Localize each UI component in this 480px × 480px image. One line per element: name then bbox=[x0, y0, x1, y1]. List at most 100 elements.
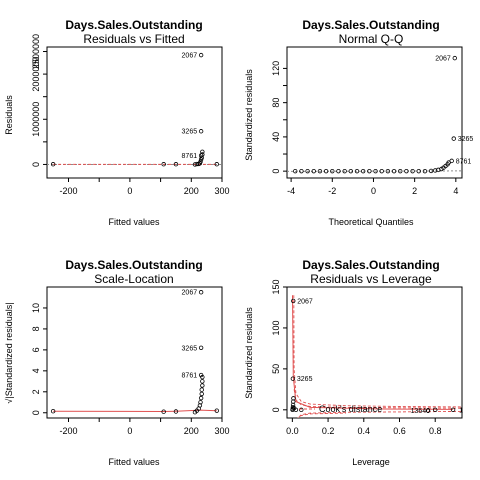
chart-title: Days.Sales.Outstanding bbox=[65, 258, 202, 272]
y-tick-label: 10 bbox=[31, 303, 41, 313]
y-tick-label: 80 bbox=[271, 98, 281, 108]
data-point bbox=[391, 168, 397, 174]
y-tick-label: 120 bbox=[271, 61, 281, 76]
data-point bbox=[293, 407, 299, 413]
point-label: 8761 bbox=[456, 158, 472, 165]
data-point bbox=[422, 168, 428, 174]
data-point bbox=[452, 55, 457, 61]
point-label: 1 bbox=[459, 407, 463, 414]
data-point bbox=[360, 168, 366, 174]
x-tick-label: -200 bbox=[59, 186, 77, 196]
y-tick-label: 0 bbox=[271, 169, 281, 174]
data-point bbox=[198, 129, 204, 134]
plot-frame bbox=[46, 46, 223, 179]
y-axis-label: Residuals bbox=[4, 95, 14, 135]
x-axis-label: Theoretical Quantiles bbox=[328, 217, 414, 227]
chart-title: Days.Sales.Outstanding bbox=[65, 18, 202, 32]
data-point bbox=[379, 168, 384, 174]
data-point bbox=[214, 162, 219, 167]
trend-line bbox=[292, 295, 454, 410]
data-point bbox=[323, 168, 329, 174]
x-tick-label: -2 bbox=[328, 186, 336, 196]
y-tick-label: 8 bbox=[31, 326, 41, 331]
data-point bbox=[330, 168, 335, 174]
x-tick-label: -4 bbox=[287, 186, 295, 196]
data-point bbox=[367, 168, 372, 174]
data-point bbox=[354, 168, 360, 174]
data-point bbox=[198, 372, 204, 378]
x-tick-label: 0.4 bbox=[358, 426, 371, 436]
data-point bbox=[433, 407, 438, 413]
x-tick-label: 200 bbox=[184, 186, 199, 196]
plot-frame bbox=[46, 286, 223, 419]
y-tick-label: 1000000 bbox=[31, 102, 41, 137]
x-tick-label: 0 bbox=[371, 186, 376, 196]
data-point bbox=[404, 168, 409, 174]
point-label: 3265 bbox=[297, 376, 313, 383]
data-point bbox=[336, 168, 341, 174]
plot-frame bbox=[286, 46, 463, 179]
x-axis-label: Fitted values bbox=[108, 457, 160, 467]
x-tick-label: 200 bbox=[184, 426, 199, 436]
x-tick-label: 0.0 bbox=[286, 426, 299, 436]
y-tick-label: 6 bbox=[31, 347, 41, 352]
y-tick-label: 0 bbox=[31, 162, 41, 167]
x-tick-label: 0 bbox=[127, 426, 132, 436]
y-axis-label: Standardized residuals bbox=[244, 307, 254, 399]
point-label: 8761 bbox=[182, 153, 198, 160]
chart-subtitle: Residuals vs Fitted bbox=[83, 32, 184, 46]
y-tick-label: 4 bbox=[31, 368, 41, 373]
y-tick-label: 0 bbox=[31, 410, 41, 415]
y-tick-label: 2 bbox=[31, 389, 41, 394]
data-point bbox=[449, 158, 454, 164]
chart-title: Days.Sales.Outstanding bbox=[302, 18, 439, 32]
data-point bbox=[199, 391, 204, 397]
x-tick-label: 2 bbox=[412, 186, 417, 196]
x-tick-label: 0.2 bbox=[322, 426, 335, 436]
data-point bbox=[416, 168, 421, 174]
data-point bbox=[198, 159, 203, 164]
point-label: 2067 bbox=[435, 56, 451, 63]
trend-line bbox=[53, 409, 217, 413]
data-point bbox=[299, 168, 304, 174]
x-tick-label: 0.6 bbox=[393, 426, 406, 436]
chart-subtitle: Normal Q-Q bbox=[339, 32, 404, 46]
data-point bbox=[198, 290, 204, 295]
data-point bbox=[161, 162, 166, 167]
y-axis-label: Standardized residuals bbox=[244, 69, 254, 161]
cooks-distance-contour bbox=[296, 410, 462, 418]
plot-frame bbox=[286, 286, 463, 419]
point-label: 3265 bbox=[458, 136, 474, 143]
y-tick-label: 50 bbox=[271, 364, 281, 374]
y-tick-label: 2500000 bbox=[31, 34, 41, 69]
data-point bbox=[199, 387, 204, 392]
data-point bbox=[428, 168, 434, 174]
data-point bbox=[425, 408, 431, 413]
x-tick-label: 0 bbox=[127, 186, 132, 196]
point-label: 2067 bbox=[297, 298, 313, 305]
chart-title: Days.Sales.Outstanding bbox=[302, 258, 439, 272]
chart-subtitle: Residuals vs Leverage bbox=[310, 272, 432, 286]
x-tick-label: -200 bbox=[59, 426, 77, 436]
data-point bbox=[348, 168, 354, 174]
data-point bbox=[410, 168, 415, 174]
data-point bbox=[161, 409, 166, 414]
data-point bbox=[50, 408, 56, 414]
point-label: 8761 bbox=[182, 373, 198, 380]
cooks-distance-contour bbox=[293, 295, 462, 408]
chart-subtitle: Scale-Location bbox=[94, 272, 173, 286]
data-point bbox=[198, 400, 203, 405]
x-tick-label: 0.8 bbox=[429, 426, 442, 436]
data-point bbox=[311, 168, 316, 174]
data-point bbox=[198, 345, 204, 350]
y-tick-label: 150 bbox=[271, 279, 281, 294]
data-point bbox=[293, 168, 298, 174]
plot-area bbox=[287, 170, 462, 172]
point-label: 2067 bbox=[182, 53, 198, 60]
x-axis-label: Fitted values bbox=[108, 217, 160, 227]
point-label: 2067 bbox=[182, 290, 198, 297]
data-point bbox=[173, 409, 179, 414]
